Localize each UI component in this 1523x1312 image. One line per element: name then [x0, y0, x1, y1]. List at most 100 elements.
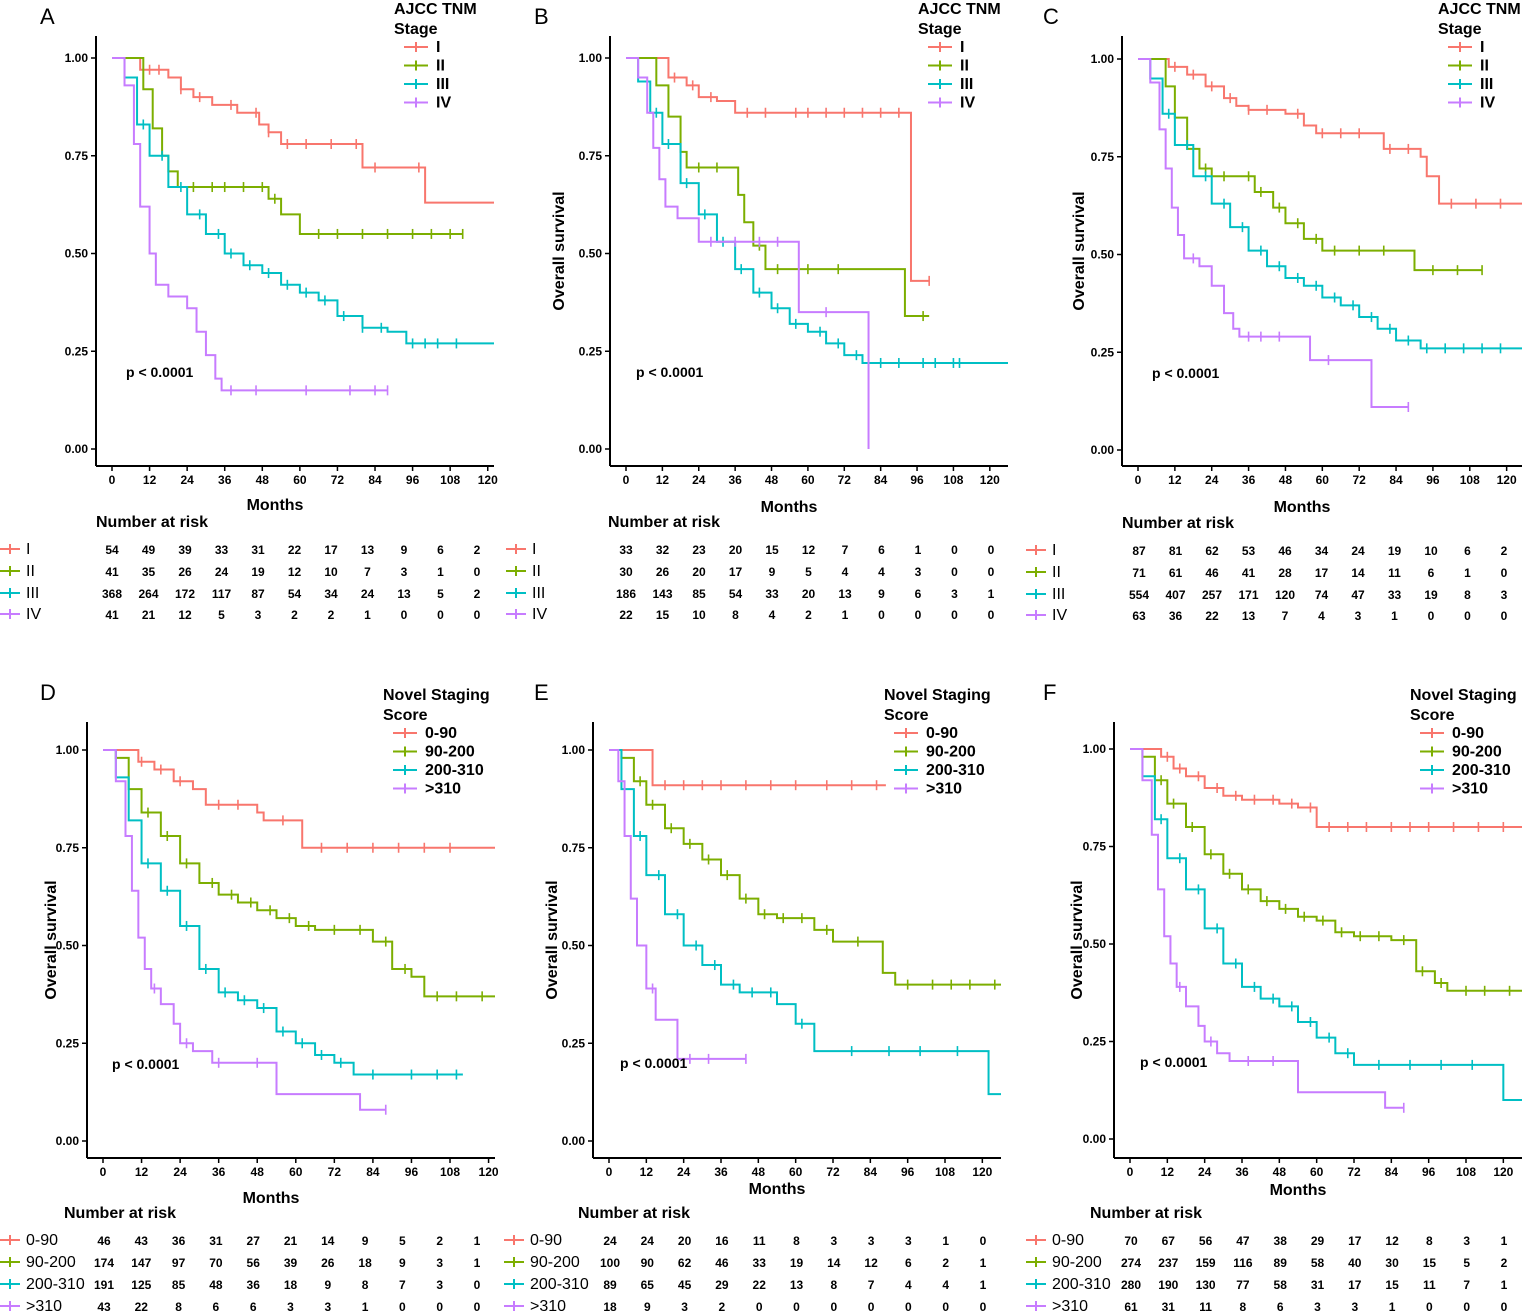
risk-count: 33 [1388, 588, 1402, 602]
x-tick-label: 12 [143, 473, 157, 487]
legend-label: >310 [1452, 781, 1488, 798]
risk-count: 9 [878, 587, 885, 601]
risk-count: 3 [915, 565, 922, 579]
risk-count: 53 [1242, 544, 1256, 558]
risk-count: 19 [1424, 588, 1438, 602]
risk-count: 13 [397, 587, 411, 601]
risk-count: 15 [765, 543, 779, 557]
y-tick-label: 0.00 [1083, 1132, 1107, 1146]
y-tick-label: 0.50 [1083, 937, 1107, 951]
risk-count: 1 [942, 1234, 949, 1248]
x-tick-label: 72 [1347, 1165, 1361, 1179]
risk-count: 0 [1501, 609, 1508, 623]
x-tick-label: 0 [109, 473, 116, 487]
risk-row-label: >310 [1052, 1298, 1088, 1312]
risk-count: 27 [247, 1234, 261, 1248]
risk-row-label: I [532, 541, 536, 558]
risk-count: 65 [641, 1278, 655, 1292]
risk-count: 0 [905, 1300, 912, 1312]
risk-count: 1 [1501, 1278, 1508, 1292]
risk-count: 1 [915, 543, 922, 557]
legend-title: AJCC TNM [918, 1, 1001, 18]
x-tick-label: 48 [1273, 1165, 1287, 1179]
risk-count: 36 [172, 1234, 186, 1248]
x-tick-label: 120 [980, 473, 1000, 487]
risk-count: 186 [616, 587, 636, 601]
risk-count: 26 [321, 1256, 335, 1270]
risk-count: 36 [1169, 609, 1183, 623]
y-tick-label: 0.00 [1091, 443, 1115, 457]
legend-title: AJCC TNM [394, 1, 477, 18]
km-curve-IV [1138, 58, 1409, 408]
risk-count: 17 [1348, 1278, 1362, 1292]
risk-count: 24 [603, 1234, 617, 1248]
y-tick-label: 0.25 [1091, 345, 1115, 359]
km-curve-I [112, 57, 494, 204]
risk-count: 97 [172, 1256, 186, 1270]
risk-row-label: 0-90 [1052, 1232, 1084, 1249]
risk-count: 4 [842, 565, 849, 579]
risk-count: 46 [97, 1234, 111, 1248]
x-tick-label: 36 [728, 473, 742, 487]
risk-table-title: Number at risk [96, 514, 208, 531]
km-curve-0-90 [609, 749, 886, 787]
x-tick-label: 84 [368, 473, 382, 487]
y-tick-label: 0.25 [1083, 1035, 1107, 1049]
risk-row-label: IV [1052, 607, 1067, 624]
risk-count: 62 [678, 1256, 692, 1270]
x-axis-title: Months [1270, 1182, 1327, 1199]
risk-table-title: Number at risk [1122, 515, 1234, 532]
x-tick-label: 72 [331, 473, 345, 487]
risk-count: 274 [1121, 1256, 1141, 1270]
risk-count: 10 [1424, 544, 1438, 558]
legend-title: Stage [394, 21, 438, 38]
risk-row-label: 90-200 [1052, 1254, 1102, 1271]
risk-count: 1 [1501, 1234, 1508, 1248]
risk-count: 1 [437, 565, 444, 579]
risk-count: 63 [1132, 609, 1146, 623]
risk-count: 10 [324, 565, 338, 579]
risk-count: 11 [1423, 1278, 1436, 1292]
panel-letter: E [534, 680, 549, 705]
risk-count: 7 [399, 1278, 406, 1292]
x-tick-label: 72 [826, 1165, 840, 1179]
km-curve-200-310 [1130, 748, 1522, 1101]
risk-count: 2 [805, 608, 812, 622]
y-tick-label: 0.25 [562, 1036, 586, 1050]
risk-count: 9 [769, 565, 776, 579]
risk-count: 18 [603, 1300, 617, 1312]
x-tick-label: 48 [752, 1165, 766, 1179]
risk-count: 41 [105, 565, 119, 579]
x-tick-label: 24 [677, 1165, 691, 1179]
risk-count: 19 [790, 1256, 804, 1270]
y-tick-label: 0.25 [65, 344, 89, 358]
risk-count: 10 [692, 608, 706, 622]
x-axis-title: Months [243, 1190, 300, 1207]
risk-count: 1 [364, 608, 371, 622]
risk-count: 0 [793, 1300, 800, 1312]
risk-count: 4 [905, 1278, 912, 1292]
x-tick-label: 24 [173, 1165, 187, 1179]
risk-count: 15 [656, 608, 670, 622]
legend-label: IV [436, 95, 451, 112]
risk-count: 0 [878, 608, 885, 622]
risk-count: 24 [641, 1234, 655, 1248]
risk-count: 34 [324, 587, 338, 601]
risk-count: 0 [951, 543, 958, 557]
risk-count: 2 [719, 1300, 726, 1312]
legend-label: 0-90 [926, 725, 958, 742]
y-axis-title: Overall survival [1069, 880, 1086, 999]
risk-row-label: >310 [26, 1298, 62, 1312]
risk-count: 7 [868, 1278, 875, 1292]
risk-count: 20 [678, 1234, 692, 1248]
x-tick-label: 96 [910, 473, 924, 487]
x-tick-label: 96 [405, 1165, 419, 1179]
risk-count: 20 [729, 543, 743, 557]
risk-count: 21 [142, 608, 156, 622]
risk-count: 31 [1311, 1278, 1325, 1292]
risk-count: 54 [729, 587, 743, 601]
x-tick-label: 24 [1198, 1165, 1212, 1179]
risk-count: 0 [474, 1300, 481, 1312]
risk-count: 174 [94, 1256, 114, 1270]
